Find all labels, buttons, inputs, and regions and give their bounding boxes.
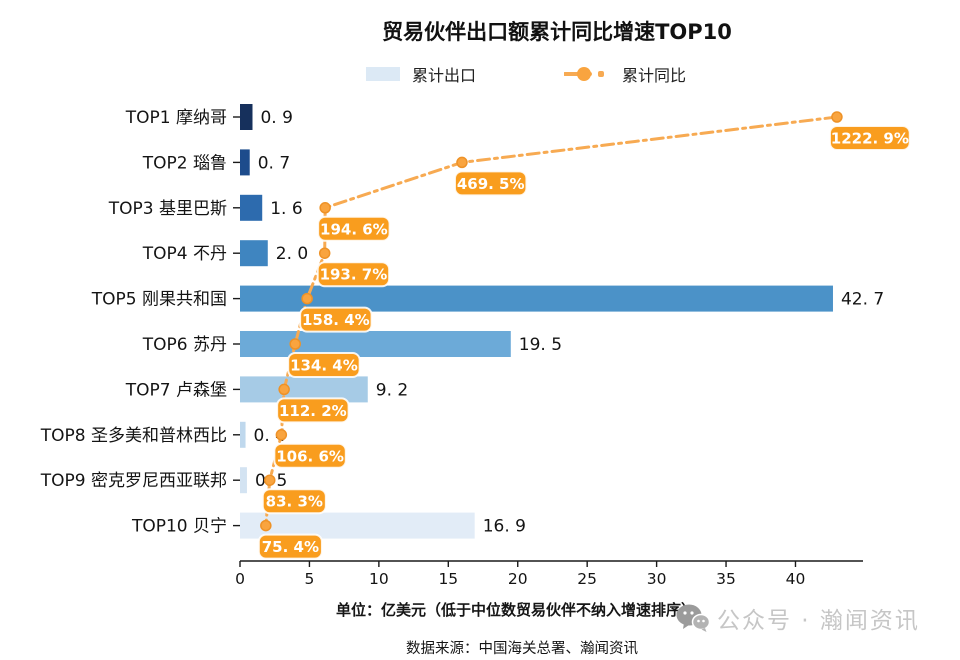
growth-marker bbox=[278, 383, 290, 396]
growth-label: 106. 6% bbox=[276, 447, 344, 465]
category-label: TOP9 密克罗尼西亚联邦 bbox=[40, 471, 227, 491]
growth-label: 112. 2% bbox=[279, 402, 347, 420]
legend-item-line: 累计同比 bbox=[564, 62, 686, 86]
bar bbox=[240, 421, 246, 448]
growth-label-box bbox=[261, 488, 327, 515]
bar bbox=[240, 194, 263, 221]
x-tick-label: 25 bbox=[577, 570, 597, 588]
data-source: 数据来源：中国海关总署、瀚闻资讯 bbox=[406, 641, 638, 657]
growth-marker bbox=[456, 156, 468, 169]
growth-label-box bbox=[276, 397, 350, 424]
x-tick-label: 5 bbox=[304, 570, 314, 588]
growth-label: 469. 5% bbox=[457, 175, 525, 193]
growth-label-box bbox=[317, 215, 391, 242]
growth-label: 158. 4% bbox=[302, 311, 370, 329]
growth-label-box bbox=[316, 261, 391, 288]
bar bbox=[240, 331, 511, 357]
bar bbox=[240, 104, 253, 130]
legend-item-bar: 累计出口 bbox=[365, 62, 476, 86]
growth-label: 134. 4% bbox=[290, 357, 358, 375]
growth-marker bbox=[319, 202, 331, 214]
unit-note: 单位：亿美元（低于中位数贸易伙伴不纳入增速排序） bbox=[335, 601, 697, 619]
growth-marker bbox=[264, 474, 276, 486]
bar-value-label: 0. 7 bbox=[258, 153, 290, 173]
category-label: TOP8 圣多美和普林西比 bbox=[40, 426, 227, 446]
bar bbox=[240, 149, 250, 176]
legend: 累计出口 累计同比 bbox=[365, 62, 686, 86]
category-label: TOP4 不丹 bbox=[142, 244, 227, 264]
bar-value-label: 16. 9 bbox=[483, 517, 526, 537]
bar bbox=[240, 240, 268, 267]
bar-value-label: 9. 2 bbox=[376, 380, 408, 400]
legend-line-label: 累计同比 bbox=[622, 66, 687, 85]
growth-marker bbox=[301, 292, 313, 305]
growth-marker bbox=[289, 338, 301, 350]
x-tick-label: 35 bbox=[716, 570, 736, 588]
bar-value-label: 2. 0 bbox=[276, 244, 308, 264]
category-label: TOP6 苏丹 bbox=[142, 335, 227, 355]
bar-series-swatch bbox=[365, 67, 400, 81]
x-tick-label: 15 bbox=[438, 570, 458, 588]
category-label: TOP1 摩纳哥 bbox=[125, 108, 227, 128]
growth-label-box bbox=[287, 352, 361, 378]
growth-label: 194. 6% bbox=[320, 220, 388, 238]
growth-label-box bbox=[257, 533, 323, 560]
bar-value-label: 19. 5 bbox=[519, 335, 562, 355]
bar bbox=[240, 467, 247, 494]
growth-label-box bbox=[299, 306, 373, 333]
growth-label: 1222. 9% bbox=[831, 130, 909, 148]
bar-value-label: 1. 6 bbox=[270, 199, 302, 219]
x-tick-label: 40 bbox=[786, 570, 806, 588]
growth-marker bbox=[275, 429, 288, 441]
x-tick-label: 20 bbox=[508, 570, 528, 588]
growth-label-box bbox=[453, 170, 528, 197]
growth-label: 75. 4% bbox=[262, 538, 319, 556]
bar-value-label: 42. 7 bbox=[841, 290, 884, 310]
growth-marker bbox=[260, 519, 272, 532]
x-tick-label: 0 bbox=[235, 570, 245, 588]
category-label: TOP3 基里巴斯 bbox=[108, 199, 227, 219]
x-tick-label: 10 bbox=[369, 570, 389, 588]
growth-label: 83. 3% bbox=[266, 493, 323, 511]
combo-chart: TOP1 摩纳哥 0. 9 TOP2 瑙鲁 0. 7 TOP3 基里巴斯 1. 6 TOP4… bbox=[40, 104, 911, 588]
category-label: TOP2 瑙鲁 bbox=[142, 153, 227, 173]
bar-value-label: 0. 9 bbox=[260, 108, 292, 128]
watermark: 公众号 · 瀚闻资讯 bbox=[676, 601, 920, 635]
growth-label-box bbox=[828, 125, 911, 151]
growth-label: 193. 7% bbox=[320, 266, 388, 284]
category-label: TOP10 贝宁 bbox=[131, 517, 227, 537]
growth-marker bbox=[831, 111, 843, 123]
wechat-icon bbox=[676, 604, 710, 632]
line-series-sample-icon bbox=[564, 67, 604, 81]
watermark-text: 公众号 · 瀚闻资讯 bbox=[717, 608, 920, 634]
category-label: TOP5 刚果共和国 bbox=[91, 290, 227, 310]
category-label: TOP7 卢森堡 bbox=[125, 380, 227, 400]
growth-marker bbox=[318, 247, 331, 259]
chart-title: 贸易伙伴出口额累计同比增速TOP10 bbox=[382, 20, 732, 44]
growth-label-box bbox=[273, 442, 347, 469]
x-tick-label: 30 bbox=[647, 570, 667, 588]
legend-bar-label: 累计出口 bbox=[411, 66, 476, 85]
